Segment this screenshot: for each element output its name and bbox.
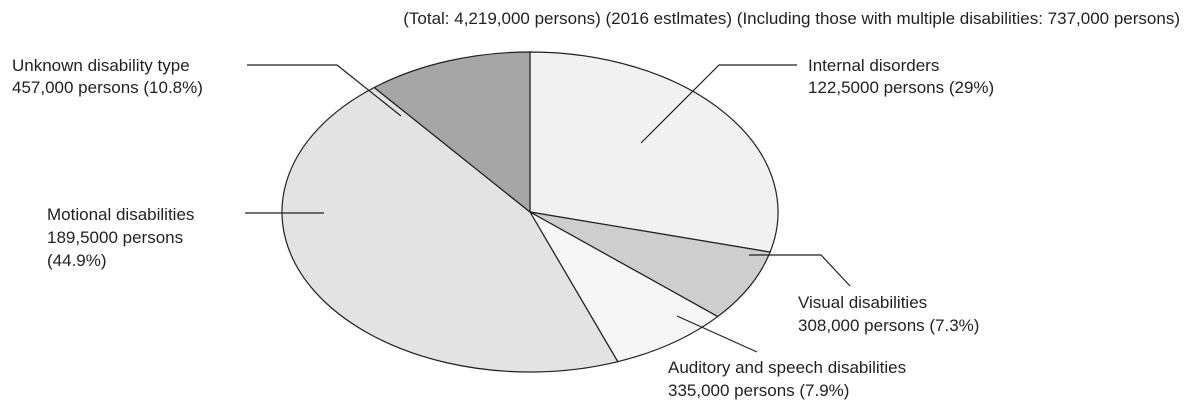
chart-subtitle: (Total: 4,219,000 persons) (2016 estlmat… bbox=[403, 9, 1180, 28]
pie-slices bbox=[281, 51, 779, 373]
slice-internal bbox=[529, 51, 779, 253]
slice-label-motional-percent: (44.9%) bbox=[47, 251, 107, 270]
slice-label-auditory-category: Auditory and speech disabilities bbox=[668, 358, 906, 377]
slice-label-visual-category: Visual disabilities bbox=[798, 293, 927, 312]
slice-label-unknown: Unknown disability type 457,000 persons … bbox=[12, 56, 402, 117]
slice-label-internal-value: 122,5000 persons (29%) bbox=[808, 78, 994, 97]
slice-label-internal: Internal disorders 122,5000 persons (29%… bbox=[640, 56, 994, 144]
slice-motional bbox=[281, 86, 619, 373]
slice-auditory bbox=[528, 210, 719, 363]
slice-label-auditory: Auditory and speech disabilities 335,000… bbox=[668, 315, 906, 400]
slice-unknown bbox=[373, 51, 531, 214]
leader-line-internal bbox=[640, 64, 797, 144]
slice-label-visual-value: 308,000 persons (7.3%) bbox=[798, 316, 979, 335]
leader-line-unknown bbox=[247, 64, 402, 117]
slice-label-unknown-value: 457,000 persons (10.8%) bbox=[12, 78, 203, 97]
slice-label-motional-category: Motional disabilities bbox=[47, 205, 194, 224]
leader-line-auditory bbox=[676, 315, 758, 353]
slice-visual bbox=[529, 211, 771, 318]
slice-label-internal-category: Internal disorders bbox=[808, 56, 939, 75]
slice-label-auditory-value: 335,000 persons (7.9%) bbox=[668, 381, 849, 400]
slice-label-motional: Motional disabilities 189,5000 persons (… bbox=[47, 205, 324, 270]
slice-label-motional-value: 189,5000 persons bbox=[47, 228, 183, 247]
leader-line-visual bbox=[749, 254, 851, 287]
slice-label-visual: Visual disabilities 308,000 persons (7.3… bbox=[749, 254, 979, 335]
slice-label-unknown-category: Unknown disability type bbox=[12, 56, 190, 75]
